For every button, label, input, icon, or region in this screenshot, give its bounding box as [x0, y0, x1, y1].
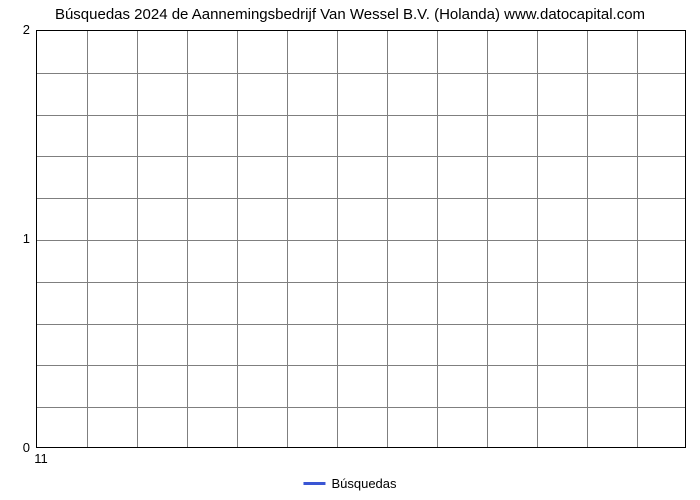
grid-line-v: [437, 31, 438, 447]
grid-line-v: [587, 31, 588, 447]
x-tick-label: 11: [26, 451, 56, 466]
grid-line-v: [537, 31, 538, 447]
grid-line-v: [337, 31, 338, 447]
chart-title: Búsquedas 2024 de Aannemingsbedrijf Van …: [0, 6, 700, 23]
grid-line-v: [387, 31, 388, 447]
y-tick-label: 2: [14, 22, 30, 37]
legend-line-icon: [303, 482, 325, 485]
legend: Búsquedas: [303, 476, 396, 491]
plot-area: [36, 30, 686, 448]
grid-line-v: [187, 31, 188, 447]
chart-container: Búsquedas 2024 de Aannemingsbedrijf Van …: [0, 0, 700, 500]
grid-line-v: [637, 31, 638, 447]
grid-line-v: [287, 31, 288, 447]
y-tick-label: 1: [14, 231, 30, 246]
legend-label: Búsquedas: [331, 476, 396, 491]
grid-line-v: [137, 31, 138, 447]
grid-line-v: [487, 31, 488, 447]
grid-line-v: [237, 31, 238, 447]
grid-line-v: [87, 31, 88, 447]
